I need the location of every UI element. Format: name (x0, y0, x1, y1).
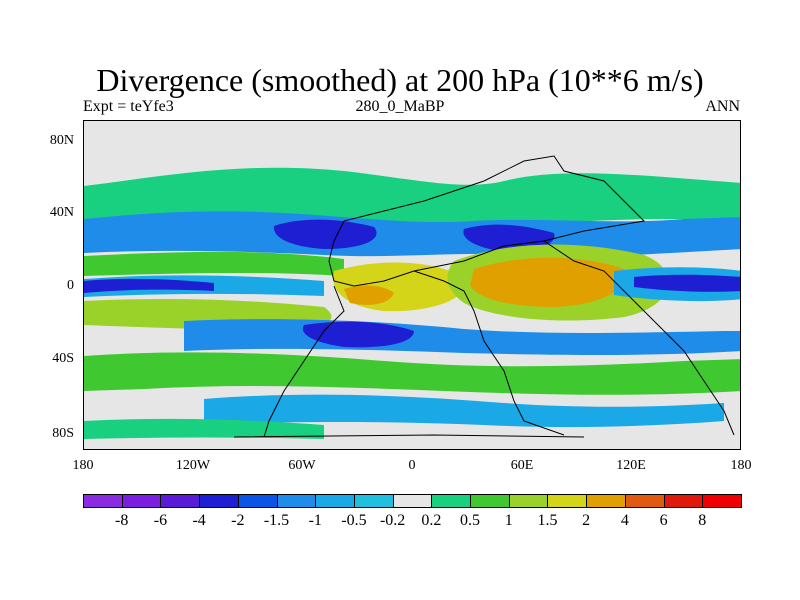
colorbar-cell (702, 494, 742, 508)
colorbar (83, 494, 742, 508)
colorbar-cell (237, 494, 278, 508)
field-cell-north-deep (273, 219, 377, 249)
colorbar-label: 6 (659, 512, 668, 529)
y-tick-40s: 40S (52, 351, 74, 366)
colorbar-cell (353, 494, 394, 508)
y-tick-40n: 40N (49, 205, 74, 220)
field-band-south-green-2 (84, 352, 740, 395)
colorbar-label: -1.5 (263, 512, 290, 529)
colorbar-label: 0.5 (460, 512, 481, 529)
colorbar-cell (431, 494, 472, 508)
colorbar-label: 8 (698, 512, 707, 529)
colorbar-cell (83, 494, 123, 508)
colorbar-cell (121, 494, 162, 508)
colorbar-cell (199, 494, 239, 508)
colorbar-cell (508, 494, 549, 508)
field-band-polar-blue (204, 394, 724, 428)
colorbar-cell (586, 494, 626, 508)
x-tick-120e: 120E (616, 458, 646, 473)
colorbar-label: 2 (582, 512, 591, 529)
colorbar-label: -8 (115, 512, 129, 529)
y-tick-80s: 80S (52, 426, 74, 441)
field-cell-africa-core (344, 285, 394, 305)
field-cell-africa-positive (333, 262, 466, 312)
colorbar-label: -0.5 (341, 512, 367, 529)
x-tick-60w: 60W (288, 458, 316, 473)
coastline (233, 155, 735, 438)
x-tick-180e: 180 (730, 458, 752, 473)
y-tick-80n: 80N (49, 133, 74, 148)
field-cell-pacific-deep (634, 274, 740, 292)
map-svg (84, 155, 740, 439)
plot-title: Divergence (smoothed) at 200 hPa (10**6 … (96, 62, 704, 98)
x-tick-180w: 180 (72, 458, 94, 473)
colorbar-label: -1 (308, 512, 322, 529)
colorbar-label: 1.5 (537, 512, 558, 529)
colorbar-cell (624, 494, 665, 508)
field-cell-equator-deep (84, 278, 214, 293)
field-band-north-blue (84, 211, 740, 257)
field-cell-south-deep (302, 321, 414, 348)
field-cell-indian-core (470, 257, 626, 307)
colorbar-cell (392, 494, 433, 508)
experiment-label: Expt = teYfe3 (83, 98, 174, 115)
colorbar-cell (470, 494, 510, 508)
period-label: 280_0_MaBP (355, 98, 445, 115)
field-band-subtrop-north (84, 251, 344, 276)
colorbar-label: 4 (620, 512, 629, 529)
colorbar-cell (160, 494, 201, 508)
colorbar-cell (276, 494, 317, 508)
colorbar-cell (663, 494, 704, 508)
x-tick-120w: 120W (175, 458, 211, 473)
colorbar-label: 0.2 (421, 512, 442, 529)
colorbar-label: -4 (192, 512, 206, 529)
colorbar-label: 1 (504, 512, 513, 529)
field-cell-north-deep-2 (463, 224, 555, 252)
season-label: ANN (705, 98, 740, 115)
colorbar-label: -6 (153, 512, 168, 529)
colorbar-label: -0.2 (379, 512, 406, 529)
y-tick-0: 0 (67, 278, 74, 293)
x-tick-0: 0 (408, 458, 416, 473)
colorbar-cell (315, 494, 355, 508)
divergence-map (83, 120, 741, 450)
x-tick-60e: 60E (510, 458, 534, 473)
colorbar-label: -2 (231, 512, 245, 529)
field-band-polar-green (84, 418, 324, 439)
colorbar-cell (547, 494, 588, 508)
